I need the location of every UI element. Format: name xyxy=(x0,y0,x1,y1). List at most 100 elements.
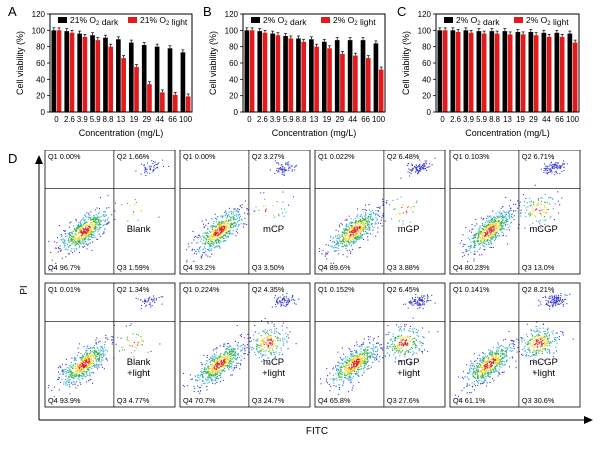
cell-dot xyxy=(494,221,496,223)
cell-dot xyxy=(473,233,475,235)
cell-dot xyxy=(137,219,139,221)
cell-dot xyxy=(66,235,68,237)
cell-dot xyxy=(283,168,285,170)
cell-dot xyxy=(543,212,545,214)
cell-dot xyxy=(73,381,75,383)
cell-dot xyxy=(496,229,498,231)
cell-dot xyxy=(490,229,492,231)
cell-dot xyxy=(83,346,85,348)
cell-dot xyxy=(496,228,498,230)
cell-dot xyxy=(78,371,80,373)
cell-dot xyxy=(349,231,351,233)
cell-dot xyxy=(531,200,533,202)
cell-dot xyxy=(224,353,226,355)
cell-dot xyxy=(346,256,348,258)
cell-dot xyxy=(73,356,75,358)
cell-dot xyxy=(488,242,490,244)
bar-dark xyxy=(463,30,469,112)
cell-dot xyxy=(554,171,556,173)
cell-dot xyxy=(486,239,488,241)
cell-dot xyxy=(261,354,263,356)
cell-dot xyxy=(510,207,512,209)
cell-dot xyxy=(552,167,554,169)
legend-swatch xyxy=(58,17,67,23)
cell-dot xyxy=(482,245,484,247)
cell-dot xyxy=(343,366,345,368)
x-tick-label: 29 xyxy=(335,115,344,124)
legend-label: 21% O2 dark xyxy=(70,15,119,27)
cell-dot xyxy=(98,229,100,231)
cell-dot xyxy=(495,233,497,235)
cell-dot xyxy=(288,337,290,339)
cell-dot xyxy=(91,362,93,364)
cell-dot xyxy=(329,372,331,374)
cell-dot xyxy=(210,241,212,243)
cell-dot xyxy=(347,229,349,231)
cell-dot xyxy=(74,238,76,240)
cell-dot xyxy=(369,229,371,231)
bar-light xyxy=(365,58,371,112)
cell-dot xyxy=(203,227,205,229)
cell-dot xyxy=(498,233,500,235)
cell-dot xyxy=(96,356,98,358)
cell-dot xyxy=(214,363,216,365)
cell-dot xyxy=(345,235,347,237)
cell-dot xyxy=(132,214,134,216)
cell-dot xyxy=(375,346,377,348)
plot-frame xyxy=(242,13,386,113)
cell-dot xyxy=(477,236,479,238)
cell-dot xyxy=(349,359,351,361)
cell-dot xyxy=(416,302,418,304)
cell-dot xyxy=(96,351,98,353)
cell-dot xyxy=(559,165,561,167)
cell-dot xyxy=(89,239,91,241)
cell-dot xyxy=(216,366,218,368)
cell-dot xyxy=(268,351,270,353)
cell-dot xyxy=(272,340,274,342)
cell-dot xyxy=(342,240,344,242)
cell-dot xyxy=(223,229,225,231)
cell-dot xyxy=(350,364,352,366)
cell-dot xyxy=(253,210,255,212)
cell-dot xyxy=(360,232,362,234)
cell-dot xyxy=(85,233,87,235)
cell-dot xyxy=(389,204,391,206)
cell-dot xyxy=(77,363,79,365)
cell-dot xyxy=(70,362,72,364)
cell-dot xyxy=(490,234,492,236)
cell-dot xyxy=(365,211,367,213)
cell-dot xyxy=(218,221,220,223)
cell-dot xyxy=(367,361,369,363)
cell-dot xyxy=(410,303,412,305)
cell-dot xyxy=(544,223,546,225)
cell-dot xyxy=(348,227,350,229)
cell-dot xyxy=(224,222,226,224)
cell-dot xyxy=(88,235,90,237)
cell-dot xyxy=(379,206,381,208)
cell-dot xyxy=(352,229,354,231)
cell-dot xyxy=(369,209,371,211)
cell-dot xyxy=(88,368,90,370)
cell-dot xyxy=(158,297,160,299)
cell-dot xyxy=(222,240,224,242)
cell-dot xyxy=(83,235,85,237)
cell-dot xyxy=(358,369,360,371)
cell-dot xyxy=(150,166,152,168)
cell-dot xyxy=(357,362,359,364)
cell-dot xyxy=(222,228,224,230)
cell-dot xyxy=(492,210,494,212)
bar-dark xyxy=(502,31,508,112)
cell-dot xyxy=(335,229,337,231)
cell-dot xyxy=(205,254,207,256)
cell-dot xyxy=(270,339,272,341)
cell-dot xyxy=(373,354,375,356)
cell-dot xyxy=(86,221,88,223)
cell-dot xyxy=(364,360,366,362)
cell-dot xyxy=(114,202,116,204)
cell-dot xyxy=(505,214,507,216)
cell-dot xyxy=(211,227,213,229)
cell-dot xyxy=(86,235,88,237)
cell-dot xyxy=(424,164,426,166)
cell-dot xyxy=(111,336,113,338)
cell-dot xyxy=(72,372,74,374)
